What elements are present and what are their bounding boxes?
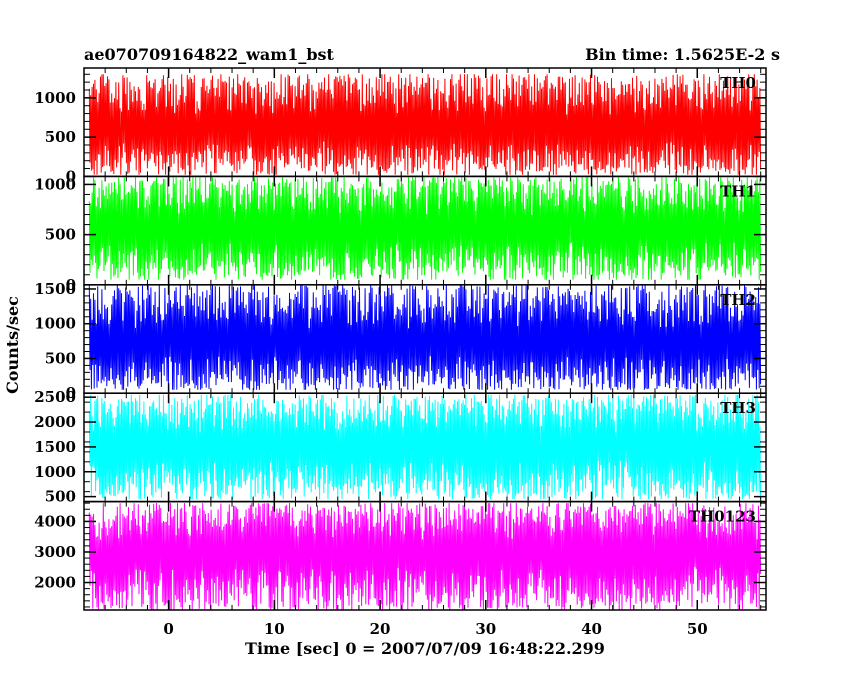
y-tick-label: 1000: [34, 315, 76, 333]
y-tick-label: 1000: [34, 463, 76, 481]
y-tick-label: 0: [66, 384, 76, 402]
series-th3: [88, 394, 762, 500]
y-tick-label: 1500: [34, 438, 76, 456]
panel-label-th3: TH3: [720, 399, 756, 417]
y-tick-label: 1000: [34, 175, 76, 193]
series-th2: [88, 285, 762, 390]
panel-th0123: 2000 3000 4000 TH0123: [34, 500, 767, 611]
y-tick-label: 0: [66, 276, 76, 294]
series-th1: [88, 176, 762, 280]
panel-th2: 0 500 1000 1500 TH2: [34, 280, 767, 402]
panel-label-th1: TH1: [720, 182, 756, 200]
x-tick-label: 30: [475, 620, 496, 638]
panel-label-th2: TH2: [720, 291, 756, 309]
y-tick-label: 4000: [34, 512, 76, 530]
x-tick-label: 10: [264, 620, 285, 638]
y-tick-label: 500: [45, 488, 76, 506]
x-tick-label: 50: [687, 620, 708, 638]
y-tick-label: 500: [45, 128, 76, 146]
series-th0123: [88, 503, 762, 611]
panel-th0: 0 500 1000 TH0: [34, 67, 767, 185]
x-tick-label: 20: [370, 620, 391, 638]
panel-label-th0: TH0: [720, 74, 756, 92]
x-tick-label: 40: [581, 620, 602, 638]
chart-title-left: ae070709164822_wam1_bst: [84, 45, 335, 64]
y-tick-label: 3000: [34, 543, 76, 561]
y-tick-label: 0: [66, 167, 76, 185]
y-tick-label: 500: [45, 226, 76, 244]
y-axis-label: Counts/sec: [3, 296, 22, 394]
panel-th3: 500 1000 1500 2000 2500 TH3: [34, 388, 767, 506]
series-th0: [88, 74, 762, 175]
panel-label-th0123: TH0123: [689, 508, 756, 526]
panels-group: 0 500 1000 TH0 0 500 1000 TH1 0 500 1000 1500 TH2 500…: [34, 67, 767, 611]
panel-frame: [83, 500, 767, 611]
panel-th1: 0 500 1000 TH1: [34, 175, 767, 294]
y-tick-label: 2000: [34, 574, 76, 592]
x-tick-label: 0: [163, 620, 173, 638]
y-tick-label: 2500: [34, 388, 76, 406]
y-tick-label: 500: [45, 349, 76, 367]
y-tick-label: 1500: [34, 280, 76, 298]
chart-title-right: Bin time: 1.5625E-2 s: [585, 45, 780, 64]
x-axis: 0 10 20 30 40 50: [163, 620, 707, 638]
x-axis-label: Time [sec] 0 = 2007/07/09 16:48:22.299: [245, 639, 605, 658]
y-tick-label: 2000: [34, 413, 76, 431]
y-tick-label: 1000: [34, 89, 76, 107]
